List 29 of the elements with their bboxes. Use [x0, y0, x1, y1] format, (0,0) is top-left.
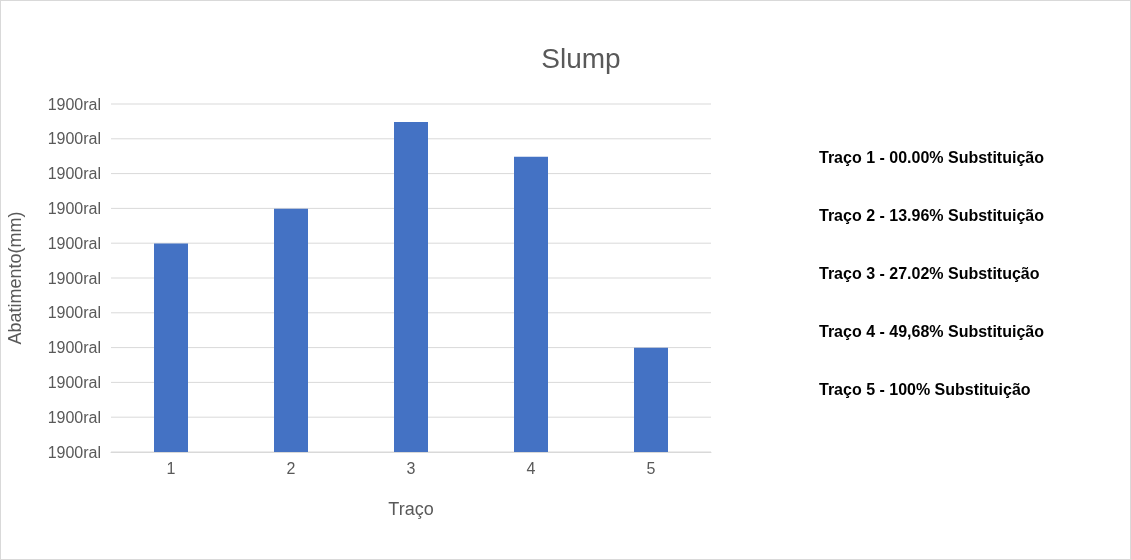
text: 1900ral	[47, 269, 101, 287]
x-tick-label: 4	[526, 459, 536, 477]
bar	[514, 156, 548, 452]
bar	[634, 347, 668, 452]
text: Traço 2 - 13.96% Substituição	[819, 206, 1045, 224]
text: Traço 1 - 00.00% Substituição	[819, 148, 1045, 166]
text: 1900ral	[47, 408, 101, 426]
x-tick-label: 1	[166, 459, 176, 477]
text: Traço 3 - 27.02% Substitução	[819, 264, 1040, 282]
y-axis-title: Abatimento(mm)	[5, 211, 25, 345]
text: 1900ral	[47, 234, 101, 252]
text: Traço 4 - 49,68% Substituição	[819, 322, 1045, 340]
text: 1900ral	[47, 339, 101, 357]
text: 1900ral	[47, 95, 101, 113]
chart-title: Slump	[541, 42, 621, 74]
text: 1900ral	[47, 304, 101, 322]
x-axis-title: Traço	[388, 499, 434, 519]
bar	[274, 208, 308, 452]
text: 1900ral	[47, 130, 101, 148]
bar	[394, 122, 428, 452]
bar	[154, 243, 188, 452]
x-tick-label: 5	[646, 459, 656, 477]
text: 1900ral	[47, 165, 101, 183]
text: 1900ral	[47, 199, 101, 217]
x-tick-label: 3	[406, 459, 416, 477]
text: 1900ral	[47, 443, 101, 461]
x-tick-label: 2	[286, 459, 296, 477]
text: 1900ral	[47, 373, 101, 391]
text: Traço 5 - 100% Substituição	[819, 380, 1031, 398]
